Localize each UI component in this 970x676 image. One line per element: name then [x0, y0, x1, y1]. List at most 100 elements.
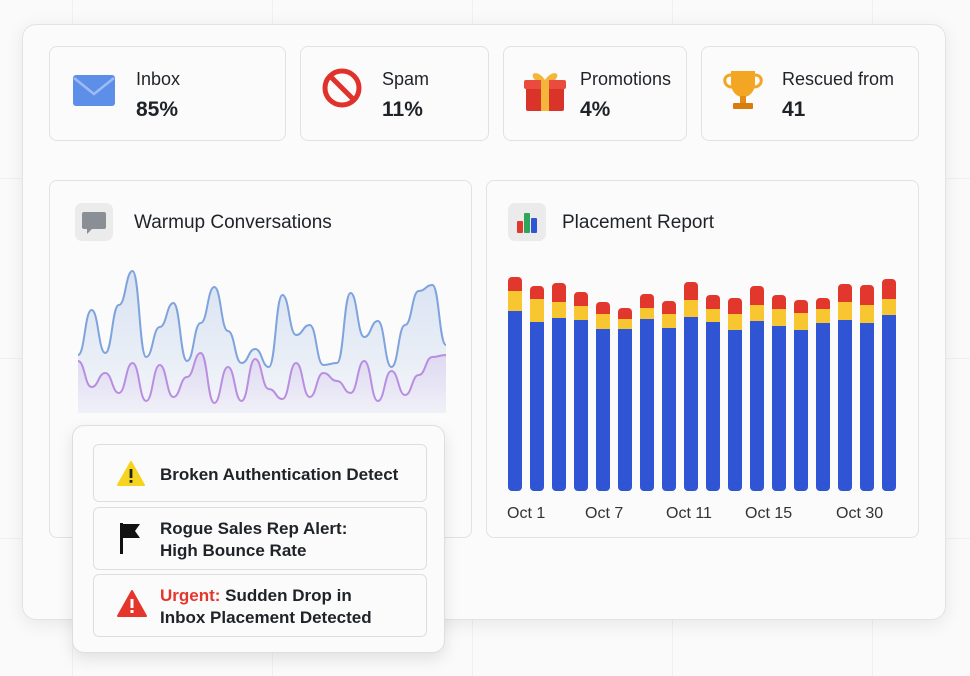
bar-segment-0 [640, 319, 654, 491]
bar-stack[interactable] [684, 282, 698, 491]
bar-segment-1 [574, 306, 588, 320]
x-tick-label: Oct 7 [585, 505, 624, 522]
x-tick-label: Oct 30 [836, 505, 884, 522]
bar-segment-1 [750, 305, 764, 321]
bar-segment-2 [508, 277, 522, 291]
bar-stack[interactable] [728, 298, 742, 491]
bar-segment-0 [750, 321, 764, 491]
bar-stack[interactable] [816, 298, 830, 491]
stat-value: 4% [580, 98, 611, 121]
bar-segment-2 [530, 286, 544, 299]
bar-segment-0 [728, 330, 742, 491]
bar-segment-2 [662, 301, 676, 314]
chat-bubble-icon [82, 212, 106, 234]
stat-label: Promotions [580, 69, 672, 89]
bar-segment-0 [706, 322, 720, 491]
stat-inbox[interactable]: Inbox 85% [49, 46, 286, 141]
bar-stack[interactable] [860, 285, 874, 491]
flag-icon [120, 523, 140, 554]
bar-segment-1 [728, 314, 742, 330]
bar-segment-1 [596, 314, 610, 329]
bar-stack[interactable] [640, 294, 654, 491]
bar-segment-1 [662, 314, 676, 328]
bar-segment-0 [596, 329, 610, 491]
bar-segment-1 [882, 299, 896, 315]
warmup-wave-chart [78, 269, 446, 413]
bar-segment-0 [552, 318, 566, 491]
urgent-label: Urgent: [160, 586, 221, 605]
bar-segment-0 [684, 317, 698, 491]
bar-stack[interactable] [838, 284, 852, 491]
bar-segment-0 [838, 320, 852, 491]
bar-segment-0 [618, 329, 632, 491]
prohibited-icon [322, 68, 362, 108]
bar-segment-2 [596, 302, 610, 314]
bar-stack[interactable] [530, 286, 544, 491]
wave-line-secondary [78, 351, 446, 405]
wave-area-secondary [78, 353, 446, 413]
bar-chart-icon-box [508, 203, 546, 241]
stat-promotions[interactable]: Promotions 4% [503, 46, 687, 141]
placement-bar-chart [508, 277, 896, 491]
bar-stack[interactable] [508, 277, 522, 491]
envelope-icon [73, 75, 115, 106]
stat-spam[interactable]: Spam 11% [300, 46, 489, 141]
bar-segment-0 [662, 328, 676, 491]
bar-stack[interactable] [772, 295, 786, 491]
stat-label: Inbox [136, 69, 181, 89]
trophy-icon [723, 71, 763, 109]
bar-stack[interactable] [662, 301, 676, 491]
bar-segment-1 [684, 300, 698, 317]
bar-segment-2 [816, 298, 830, 309]
stat-label: Spam [382, 69, 430, 89]
stat-rescued[interactable]: Rescued from 41 [701, 46, 919, 141]
bar-segment-2 [794, 300, 808, 313]
bar-segment-1 [618, 319, 632, 329]
alert-text: Rogue Sales Rep Alert: [160, 519, 348, 538]
bar-stack[interactable] [574, 292, 588, 491]
bar-segment-2 [706, 295, 720, 309]
bar-segment-1 [552, 302, 566, 318]
bar-segment-0 [860, 323, 874, 491]
bar-stack[interactable] [618, 308, 632, 491]
bar-segment-2 [860, 285, 874, 305]
alert-text-rest: Sudden Drop in [220, 586, 352, 605]
stat-label: Rescued from [782, 69, 895, 89]
stat-value: 11% [382, 98, 423, 121]
bar-segment-2 [574, 292, 588, 306]
bar-segment-0 [508, 311, 522, 491]
wave-line-primary [78, 269, 446, 369]
bar-segment-2 [772, 295, 786, 309]
bar-chart-icon [517, 213, 537, 233]
alert-text: Broken Authentication Detect [160, 465, 399, 484]
alert-rogue-rep[interactable]: Rogue Sales Rep Alert: High Bounce Rate [93, 507, 427, 570]
x-tick-label: Oct 1 [507, 505, 546, 522]
stat-value: 41 [782, 98, 806, 121]
bar-segment-0 [882, 315, 896, 491]
bar-stack[interactable] [750, 286, 764, 491]
bar-segment-2 [838, 284, 852, 302]
bar-stack[interactable] [794, 300, 808, 491]
alerts-popup: Broken Authentication Detect Rogue Sales… [72, 425, 445, 653]
bar-segment-1 [794, 313, 808, 330]
x-tick-label: Oct 11 [666, 505, 712, 522]
bar-segment-2 [728, 298, 742, 314]
bar-segment-1 [530, 299, 544, 322]
bar-stack[interactable] [596, 302, 610, 491]
alert-text: High Bounce Rate [160, 541, 307, 560]
gift-icon [524, 73, 566, 111]
danger-icon [117, 590, 147, 617]
bar-stack[interactable] [706, 295, 720, 491]
bar-segment-2 [750, 286, 764, 305]
bar-segment-0 [816, 323, 830, 491]
alert-urgent-drop[interactable]: Urgent: Sudden Drop in Inbox Placement D… [93, 574, 427, 637]
alert-broken-auth[interactable]: Broken Authentication Detect [93, 444, 427, 502]
bar-stack[interactable] [552, 283, 566, 491]
bar-segment-1 [772, 309, 786, 326]
bar-segment-1 [508, 291, 522, 311]
bar-segment-2 [618, 308, 632, 319]
bar-segment-1 [838, 302, 852, 320]
bar-segment-1 [860, 305, 874, 323]
stat-value: 85% [136, 98, 179, 121]
bar-stack[interactable] [882, 279, 896, 491]
